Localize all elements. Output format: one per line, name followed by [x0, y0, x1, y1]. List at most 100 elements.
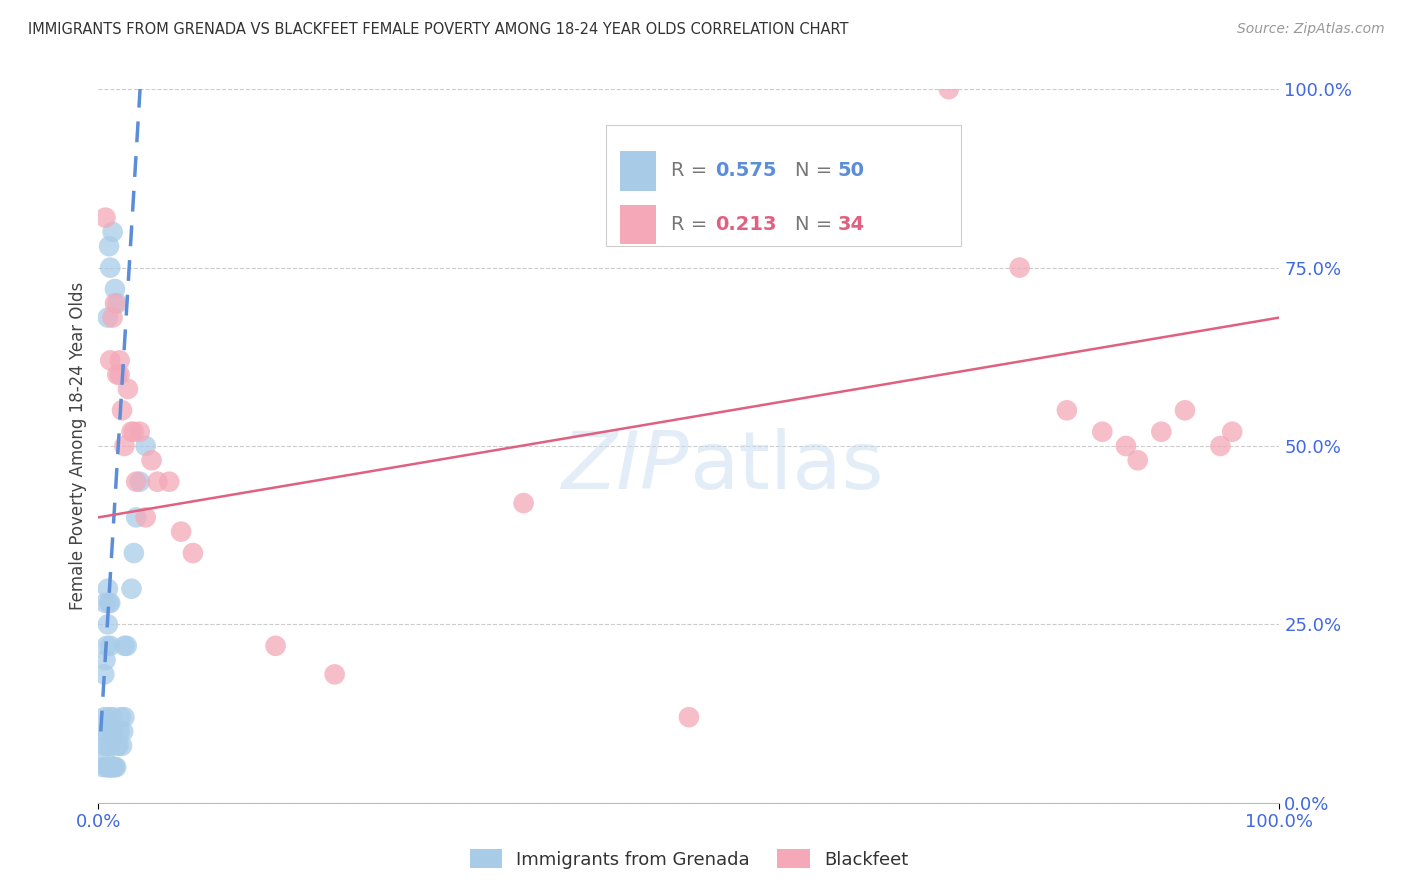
Point: [98, 596, 121, 610]
Point: [107, 739, 129, 753]
Point: [98, 353, 121, 368]
Point: [98, 710, 121, 724]
Point: [512, 496, 534, 510]
Point: [111, 403, 134, 417]
Text: ZIP: ZIP: [561, 428, 689, 507]
Point: [104, 282, 127, 296]
Point: [264, 639, 287, 653]
Point: [125, 475, 148, 489]
Point: [1091, 425, 1114, 439]
Point: [110, 710, 132, 724]
FancyBboxPatch shape: [606, 125, 960, 246]
Point: [135, 510, 157, 524]
Point: [125, 510, 148, 524]
Point: [141, 453, 163, 467]
Point: [100, 760, 122, 774]
Point: [98, 260, 121, 275]
Point: [1209, 439, 1232, 453]
Point: [96, 739, 118, 753]
Point: [103, 760, 125, 774]
Point: [108, 368, 131, 382]
Point: [1150, 425, 1173, 439]
Point: [98, 596, 121, 610]
Point: [108, 353, 131, 368]
Point: [112, 439, 135, 453]
Point: [93, 739, 115, 753]
Point: [323, 667, 346, 681]
Point: [122, 425, 145, 439]
Point: [97, 724, 120, 739]
Point: [94, 596, 117, 610]
Text: N =: N =: [796, 215, 839, 234]
Y-axis label: Female Poverty Among 18-24 Year Olds: Female Poverty Among 18-24 Year Olds: [69, 282, 87, 610]
Point: [94, 653, 117, 667]
Point: [101, 310, 124, 325]
Text: R =: R =: [671, 161, 714, 180]
Point: [112, 710, 135, 724]
Text: 50: 50: [838, 161, 865, 180]
Point: [117, 382, 139, 396]
Text: N =: N =: [796, 161, 839, 180]
Point: [112, 639, 135, 653]
Point: [1126, 453, 1149, 467]
Point: [103, 724, 125, 739]
Text: atlas: atlas: [689, 428, 883, 507]
Point: [94, 753, 117, 767]
Point: [97, 582, 120, 596]
Point: [122, 546, 145, 560]
Point: [97, 760, 120, 774]
Point: [157, 475, 180, 489]
Point: [97, 617, 120, 632]
Point: [121, 582, 143, 596]
Point: [1220, 425, 1243, 439]
Point: [101, 225, 124, 239]
Text: 0.213: 0.213: [714, 215, 776, 234]
Point: [170, 524, 193, 539]
Bar: [620, 152, 655, 191]
Point: [97, 310, 120, 325]
Point: [96, 760, 118, 774]
Point: [98, 739, 121, 753]
Point: [105, 739, 128, 753]
Bar: [620, 205, 655, 244]
Point: [105, 296, 128, 310]
Point: [100, 724, 122, 739]
Point: [104, 760, 127, 774]
Point: [121, 425, 143, 439]
Text: IMMIGRANTS FROM GRENADA VS BLACKFEET FEMALE POVERTY AMONG 18-24 YEAR OLDS CORREL: IMMIGRANTS FROM GRENADA VS BLACKFEET FEM…: [28, 22, 849, 37]
Point: [104, 296, 127, 310]
Point: [112, 724, 135, 739]
Point: [94, 211, 117, 225]
Text: 0.575: 0.575: [714, 161, 776, 180]
Point: [115, 639, 138, 653]
Point: [93, 667, 115, 681]
Text: Source: ZipAtlas.com: Source: ZipAtlas.com: [1237, 22, 1385, 37]
Point: [101, 710, 124, 724]
Point: [105, 760, 128, 774]
Text: R =: R =: [671, 215, 714, 234]
Point: [98, 239, 121, 253]
Point: [91, 760, 114, 774]
Text: 34: 34: [838, 215, 865, 234]
Point: [128, 425, 150, 439]
Point: [111, 739, 134, 753]
Point: [128, 475, 150, 489]
Point: [101, 760, 124, 774]
Point: [98, 639, 121, 653]
Point: [96, 639, 118, 653]
Point: [1008, 260, 1031, 275]
Point: [105, 368, 128, 382]
Point: [93, 710, 115, 724]
Point: [135, 439, 157, 453]
Point: [1174, 403, 1197, 417]
Point: [94, 724, 117, 739]
Point: [108, 724, 131, 739]
Legend: Immigrants from Grenada, Blackfeet: Immigrants from Grenada, Blackfeet: [463, 842, 915, 876]
Point: [146, 475, 169, 489]
Point: [98, 760, 121, 774]
Point: [938, 82, 960, 96]
Point: [1115, 439, 1137, 453]
Point: [1056, 403, 1078, 417]
Point: [98, 760, 121, 774]
Point: [678, 710, 700, 724]
